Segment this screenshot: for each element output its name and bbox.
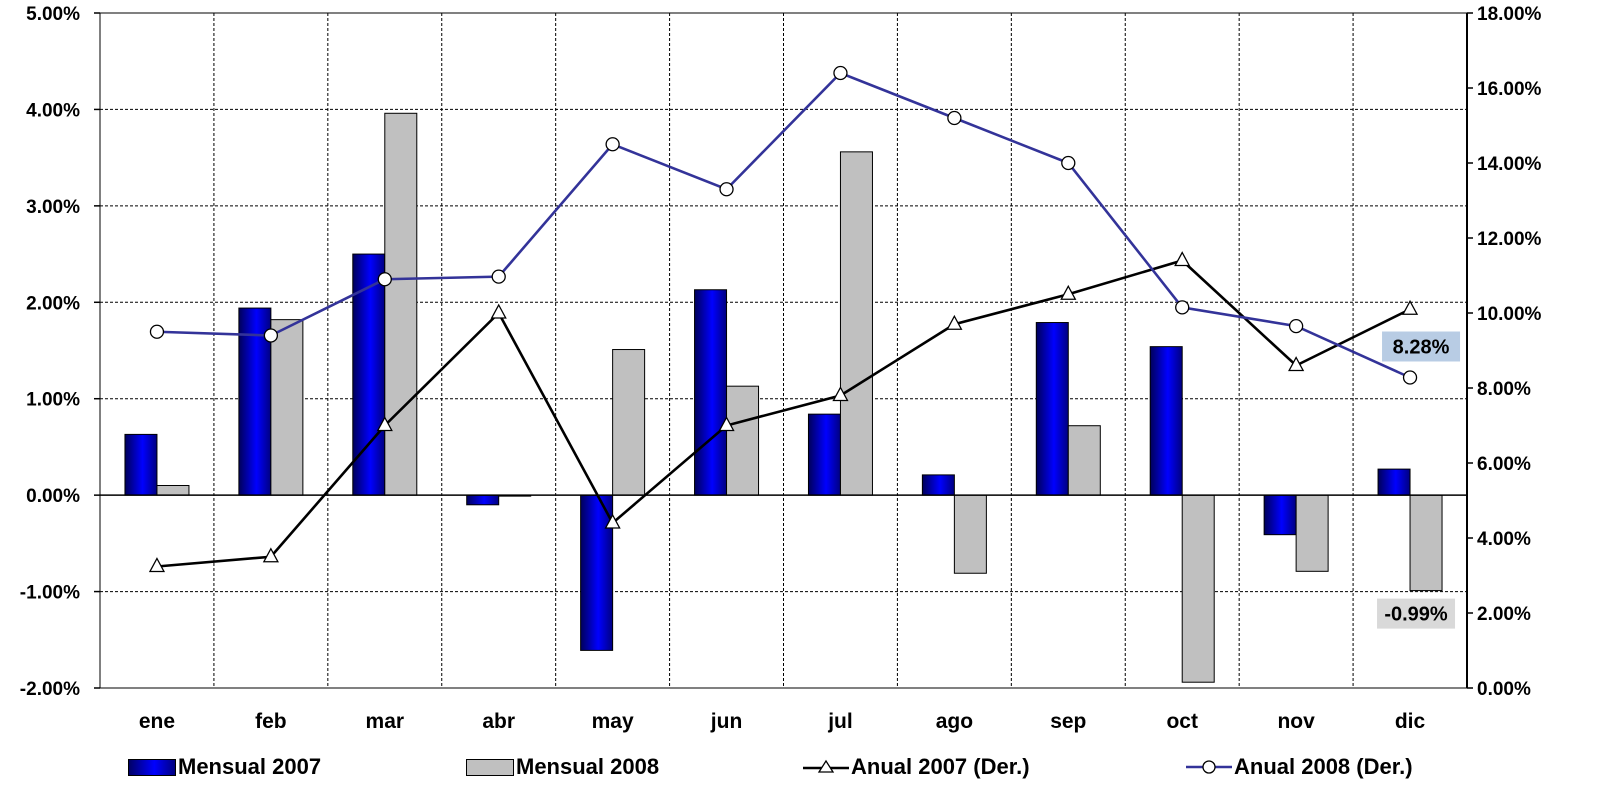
bar-mensual-2007-may [580, 494, 614, 651]
x-tick-label-ago: ago [936, 710, 973, 733]
x-tick-label-sep: sep [1050, 710, 1086, 733]
legend-item-mensual-2007: Mensual 2007 [128, 752, 321, 782]
marker-anual-2007-der-jul [832, 386, 849, 402]
bar-mensual-2008-may [612, 349, 646, 496]
y-right-tick-label: 10.00% [1477, 304, 1542, 325]
marker-anual-2007-der-jun [718, 416, 735, 432]
y-left-tick-label: 0.00% [26, 486, 80, 507]
marker-anual-2008-der-oct [1175, 300, 1190, 315]
bar-mensual-2008-ene [156, 485, 190, 496]
y-left-tick-label: -1.00% [20, 583, 80, 604]
y-left-tick-label: 1.00% [26, 390, 80, 411]
bar-mensual-2007-jun [694, 289, 728, 496]
marker-anual-2008-der-sep [1061, 155, 1076, 171]
bar-mensual-2007-mar [352, 253, 386, 496]
y-right-tick-label: 4.00% [1477, 529, 1531, 550]
marker-anual-2008-der-jul [833, 65, 848, 81]
bar-mensual-2007-abr [466, 494, 500, 506]
y-left-tick-label: 3.00% [26, 197, 80, 218]
x-tick-label-dic: dic [1395, 710, 1426, 733]
marker-anual-2007-der-sep [1060, 284, 1077, 300]
chart: -2.00% -1.00% 0.00% 1.00% 2.00% 3.00% 4.00% 5.0… [20, 4, 1542, 733]
legend-item-anual-2008: Anual 2008 (Der.) [1186, 752, 1413, 782]
marker-anual-2007-der-abr [490, 303, 507, 319]
bar-mensual-2007-nov [1263, 494, 1297, 536]
marker-anual-2008-der-ago [947, 110, 962, 126]
x-tick-label-ene: ene [139, 710, 175, 733]
marker-anual-2008-der-may [605, 137, 620, 152]
bar-mensual-2008-oct [1181, 494, 1215, 683]
line-anual-2008-der [156, 71, 1411, 379]
bar-mensual-2008-ago [953, 494, 987, 574]
marker-anual-2008-der-abr [491, 269, 506, 284]
marker-anual-2007-der-feb [262, 547, 279, 563]
bar-mensual-2007-sep [1035, 322, 1069, 496]
y-right-tick-label: 8.00% [1477, 379, 1531, 400]
marker-anual-2007-der-ago [946, 314, 963, 330]
data-label-1: -0.99% [1384, 604, 1448, 626]
legend-label-mensual-2007: Mensual 2007 [178, 754, 322, 779]
x-tick-label-feb: feb [255, 710, 287, 733]
bar-mensual-2007-oct [1149, 346, 1183, 496]
legend: Mensual 2007 Mensual 2008 Anual 2007 (De… [0, 752, 1611, 782]
y-right-tick-label: 0.00% [1477, 679, 1531, 700]
x-tick-label-nov: nov [1277, 710, 1315, 733]
data-label-box-0 [1382, 331, 1461, 362]
bar-mensual-2007-jul [807, 413, 841, 496]
legend-swatch-mensual-2007 [128, 758, 176, 776]
line-anual-2007-der [156, 259, 1411, 568]
marker-anual-2007-der-oct [1174, 251, 1191, 267]
y-left-tick-label: 5.00% [26, 4, 80, 25]
x-tick-label-mar: mar [366, 710, 405, 733]
legend-label-anual-2007: Anual 2007 (Der.) [851, 754, 1030, 779]
y-left-tick-label: 2.00% [26, 293, 80, 314]
marker-anual-2008-der-dic [1402, 370, 1418, 385]
y-right-tick-label: 14.00% [1477, 154, 1542, 175]
marker-anual-2007-der-nov [1288, 356, 1305, 372]
legend-item-mensual-2008: Mensual 2008 [466, 752, 659, 782]
marker-anual-2008-der-feb [263, 328, 279, 343]
y-left-tick-label: 4.00% [26, 100, 80, 121]
marker-anual-2008-der-ene [149, 324, 165, 339]
marker-anual-2007-der-mar [376, 416, 393, 432]
bar-mensual-2008-nov [1295, 494, 1329, 572]
legend-swatch-mensual-2008 [466, 758, 514, 776]
data-label-0: 8.28% [1393, 337, 1450, 359]
y-right-tick-label: 18.00% [1477, 4, 1542, 25]
bar-mensual-2008-feb [270, 319, 304, 496]
marker-anual-2007-der-ene [148, 557, 166, 573]
x-tick-label-jul: jul [827, 710, 853, 733]
x-tick-label-may: may [592, 710, 634, 733]
y-right-tick-label: 12.00% [1477, 229, 1542, 250]
bar-mensual-2008-jul [839, 151, 873, 496]
bar-mensual-2008-jun [726, 385, 760, 496]
marker-anual-2008-der-jun [719, 182, 734, 197]
x-tick-label-oct: oct [1166, 710, 1198, 733]
bar-mensual-2007-dic [1377, 468, 1411, 496]
legend-swatch-anual-2007 [803, 759, 849, 773]
bar-mensual-2008-sep [1067, 425, 1101, 496]
data-label-box-1 [1377, 598, 1456, 629]
x-tick-label-jun: jun [710, 710, 743, 733]
y-left-tick-label: -2.00% [20, 679, 80, 700]
bar-mensual-2008-mar [384, 112, 418, 496]
legend-label-anual-2008: Anual 2008 (Der.) [1234, 754, 1413, 779]
marker-anual-2008-der-mar [377, 272, 392, 287]
legend-swatch-anual-2008 [1186, 760, 1232, 774]
marker-anual-2007-der-dic [1401, 299, 1419, 315]
marker-anual-2007-der-may [604, 513, 621, 529]
bar-mensual-2008-dic [1409, 494, 1443, 592]
legend-item-anual-2007: Anual 2007 (Der.) [803, 752, 1030, 782]
x-tick-label-abr: abr [482, 710, 515, 733]
bar-mensual-2007-ago [921, 474, 955, 496]
legend-label-mensual-2008: Mensual 2008 [516, 754, 660, 779]
y-right-tick-label: 6.00% [1477, 454, 1531, 475]
y-right-tick-label: 2.00% [1477, 604, 1531, 625]
bar-mensual-2007-ene [124, 433, 158, 496]
marker-anual-2008-der-nov [1288, 318, 1304, 334]
y-right-tick-label: 16.00% [1477, 79, 1542, 100]
